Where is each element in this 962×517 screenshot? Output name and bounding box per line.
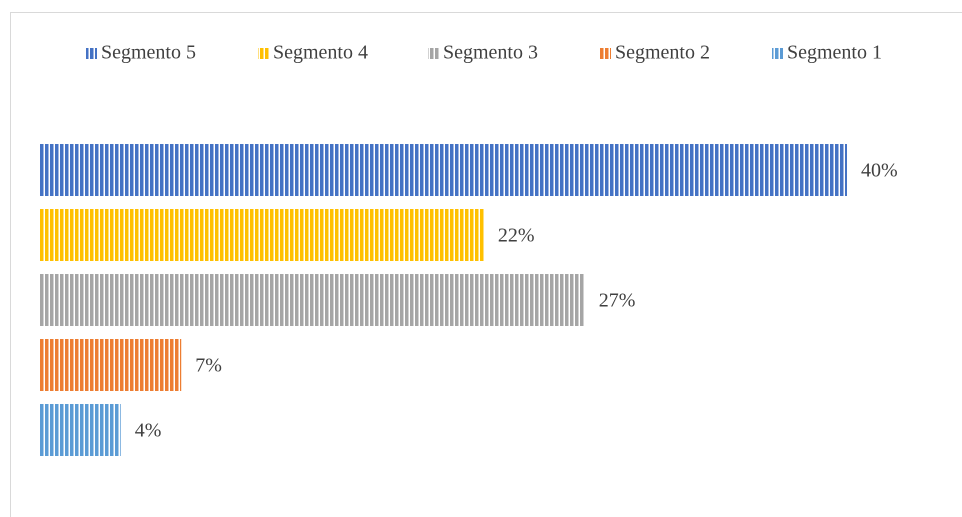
legend-label: Segmento 2: [615, 42, 710, 64]
data-label: 7%: [195, 355, 222, 377]
data-label: 4%: [135, 420, 162, 442]
chart-frame: [10, 12, 962, 517]
legend-swatch: [600, 48, 611, 59]
bar: [40, 339, 182, 391]
legend-swatch: [258, 48, 269, 59]
legend-swatch: [772, 48, 783, 59]
bar: [40, 274, 585, 326]
data-label: 22%: [498, 225, 535, 247]
data-label: 27%: [599, 290, 636, 312]
legend-swatch: [86, 48, 97, 59]
data-label: 40%: [861, 160, 898, 182]
legend-label: Segmento 3: [443, 42, 538, 64]
legend-label: Segmento 1: [787, 42, 882, 64]
legend-label: Segmento 4: [273, 42, 368, 64]
legend-swatch: [428, 48, 439, 59]
legend-label: Segmento 5: [101, 42, 196, 64]
bar: [40, 144, 847, 196]
bar: [40, 404, 121, 456]
bar: [40, 209, 484, 261]
